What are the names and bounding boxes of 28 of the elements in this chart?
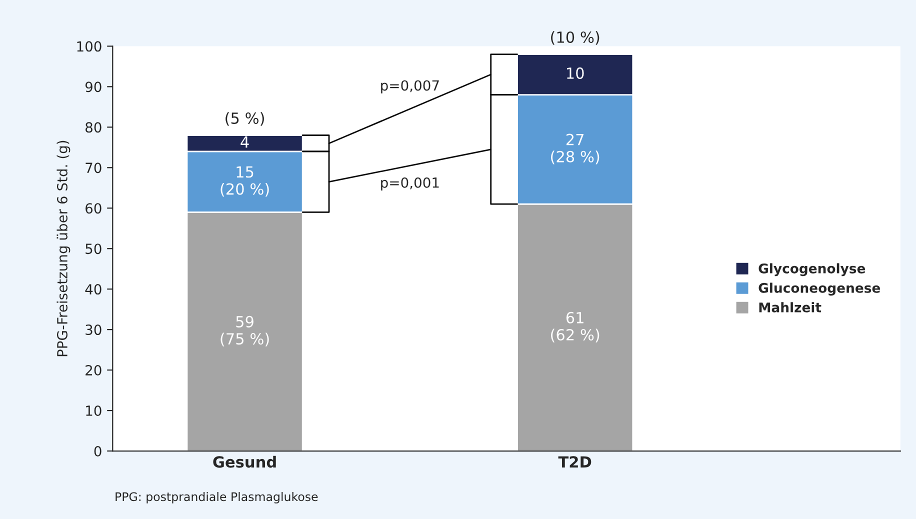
y-tick-label: 20 <box>86 365 102 376</box>
annotation: (5 %) <box>226 112 264 126</box>
y-tick-label: 100 <box>77 41 102 52</box>
y-tick-label: 0 <box>94 446 102 456</box>
y-tick-label: 90 <box>85 82 102 92</box>
data-label: 59 (75 %) <box>220 316 269 346</box>
y-tick-label: 80 <box>86 122 102 133</box>
legend-label: Glycogenolyse <box>758 263 866 276</box>
y-axis-title: PPG-Freisetzung über 6 Std. (g) <box>56 140 70 356</box>
y-tick-label: 40 <box>85 284 102 295</box>
y-tick-label: 50 <box>86 244 102 254</box>
y-tick-label: 60 <box>86 203 102 214</box>
annotation: (10 %) <box>551 31 600 45</box>
data-label: 61 (62 %) <box>551 312 600 342</box>
legend-label: Gluconeogenese <box>758 282 880 296</box>
y-tick-label: 10 <box>86 406 102 416</box>
data-label: 10 <box>567 67 584 79</box>
data-label: 27 (28 %) <box>551 134 600 164</box>
legend-label: Mahlzeit <box>759 302 822 312</box>
y-tick-label: 70 <box>86 162 102 174</box>
data-label: 15 (20 %) <box>220 166 269 197</box>
y-tick-label: 30 <box>86 324 102 336</box>
text: PPG: postprandiale Plasmaglukose <box>116 492 318 504</box>
x-tick-label: T2D <box>558 456 592 468</box>
data-label: 4 <box>240 136 249 148</box>
annotation: p=0,001 <box>381 177 439 191</box>
annotation: p=0,007 <box>381 80 439 94</box>
x-tick-label: Gesund <box>213 456 276 468</box>
